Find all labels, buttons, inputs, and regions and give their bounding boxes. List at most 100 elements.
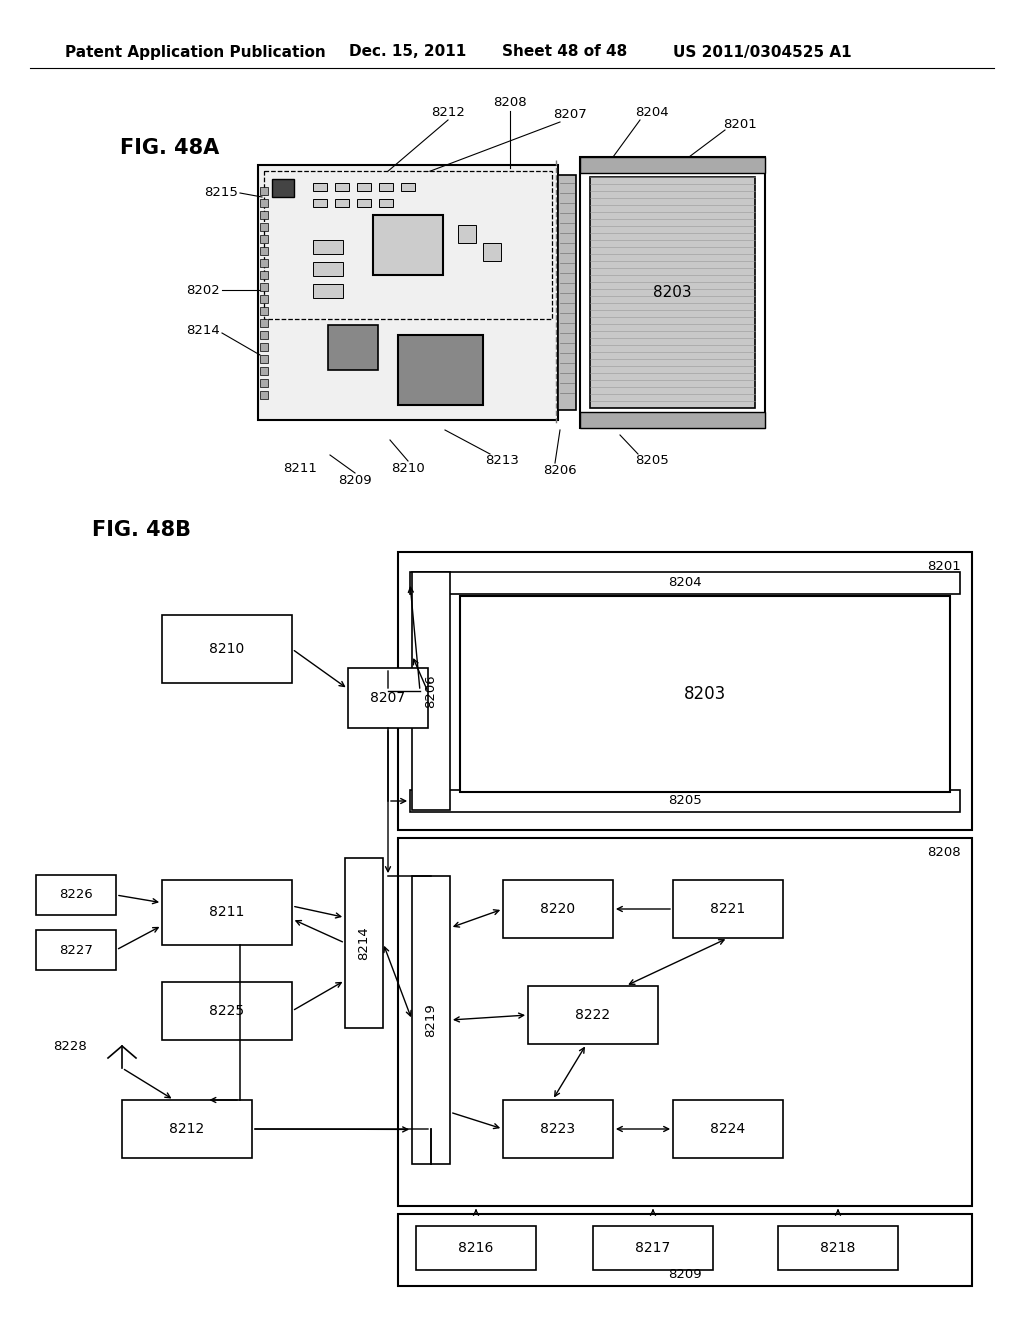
Bar xyxy=(673,1100,783,1158)
Text: 8214: 8214 xyxy=(186,323,220,337)
Bar xyxy=(260,187,268,195)
Bar xyxy=(260,294,268,304)
Text: 8208: 8208 xyxy=(494,96,526,110)
Bar xyxy=(410,789,961,812)
Bar xyxy=(36,875,116,915)
Bar xyxy=(357,199,371,207)
Bar xyxy=(260,282,268,290)
Text: 8211: 8211 xyxy=(209,906,245,920)
Bar xyxy=(458,224,476,243)
Bar xyxy=(398,335,483,405)
Bar xyxy=(313,183,327,191)
Bar xyxy=(373,215,443,275)
Bar xyxy=(503,880,613,939)
Text: 8207: 8207 xyxy=(553,108,587,121)
Text: 8207: 8207 xyxy=(371,690,406,705)
Text: Patent Application Publication: Patent Application Publication xyxy=(65,45,326,59)
Text: 8206: 8206 xyxy=(543,463,577,477)
Text: US 2011/0304525 A1: US 2011/0304525 A1 xyxy=(673,45,851,59)
Bar xyxy=(398,1214,972,1286)
Bar xyxy=(412,876,450,1164)
Text: 8223: 8223 xyxy=(541,1122,575,1137)
Bar xyxy=(260,211,268,219)
Text: 8209: 8209 xyxy=(669,1267,701,1280)
Bar xyxy=(460,597,950,792)
Bar xyxy=(260,308,268,315)
Bar xyxy=(260,379,268,387)
Bar xyxy=(528,986,658,1044)
Bar xyxy=(357,183,371,191)
Bar xyxy=(36,931,116,970)
Text: 8201: 8201 xyxy=(723,119,757,132)
Bar xyxy=(313,261,343,276)
Bar xyxy=(416,1226,536,1270)
Bar xyxy=(778,1226,898,1270)
Text: 8204: 8204 xyxy=(635,106,669,119)
Bar xyxy=(379,183,393,191)
Bar xyxy=(398,552,972,830)
Bar xyxy=(410,572,961,594)
Bar xyxy=(260,199,268,207)
Text: 8204: 8204 xyxy=(669,577,701,590)
Bar xyxy=(580,412,765,428)
Bar xyxy=(260,343,268,351)
Text: 8225: 8225 xyxy=(210,1005,245,1018)
Text: 8203: 8203 xyxy=(684,685,726,704)
Text: 8216: 8216 xyxy=(459,1241,494,1255)
Bar xyxy=(260,259,268,267)
Bar xyxy=(558,176,575,411)
Bar xyxy=(260,391,268,399)
Bar xyxy=(412,572,450,810)
Text: 8210: 8210 xyxy=(209,642,245,656)
Bar xyxy=(335,183,349,191)
Bar xyxy=(258,165,558,420)
Bar xyxy=(313,284,343,298)
Text: 8226: 8226 xyxy=(59,888,93,902)
Bar xyxy=(379,199,393,207)
Bar xyxy=(260,331,268,339)
Text: 8202: 8202 xyxy=(186,284,220,297)
Text: 8228: 8228 xyxy=(53,1040,87,1052)
Bar xyxy=(335,199,349,207)
Bar xyxy=(313,240,343,253)
Bar xyxy=(260,223,268,231)
Text: 8205: 8205 xyxy=(635,454,669,466)
Bar xyxy=(260,355,268,363)
Text: 8215: 8215 xyxy=(204,186,238,199)
Bar xyxy=(483,243,501,261)
Text: 8210: 8210 xyxy=(391,462,425,474)
Text: 8219: 8219 xyxy=(425,1003,437,1038)
Bar xyxy=(503,1100,613,1158)
Bar xyxy=(398,838,972,1206)
Text: 8227: 8227 xyxy=(59,944,93,957)
Text: 8218: 8218 xyxy=(820,1241,856,1255)
Text: 8221: 8221 xyxy=(711,902,745,916)
Text: 8205: 8205 xyxy=(668,795,701,808)
Bar xyxy=(260,319,268,327)
Bar xyxy=(122,1100,252,1158)
Bar xyxy=(590,177,755,408)
Text: FIG. 48A: FIG. 48A xyxy=(120,139,219,158)
Text: 8201: 8201 xyxy=(927,560,961,573)
Text: 8211: 8211 xyxy=(283,462,317,474)
Text: 8203: 8203 xyxy=(653,285,692,300)
Text: 8208: 8208 xyxy=(927,846,961,858)
Bar xyxy=(260,271,268,279)
Bar xyxy=(673,880,783,939)
Text: 8214: 8214 xyxy=(357,927,371,960)
Text: Dec. 15, 2011: Dec. 15, 2011 xyxy=(349,45,467,59)
Text: 8217: 8217 xyxy=(635,1241,671,1255)
Text: FIG. 48B: FIG. 48B xyxy=(92,520,191,540)
Bar xyxy=(162,880,292,945)
Text: 8220: 8220 xyxy=(541,902,575,916)
Text: 8206: 8206 xyxy=(425,675,437,708)
Bar xyxy=(260,235,268,243)
Bar xyxy=(580,157,765,173)
Bar xyxy=(162,615,292,682)
Bar xyxy=(345,858,383,1028)
Bar xyxy=(260,367,268,375)
Text: 8209: 8209 xyxy=(338,474,372,487)
Bar xyxy=(580,157,765,428)
Bar xyxy=(272,180,294,197)
Bar xyxy=(313,199,327,207)
